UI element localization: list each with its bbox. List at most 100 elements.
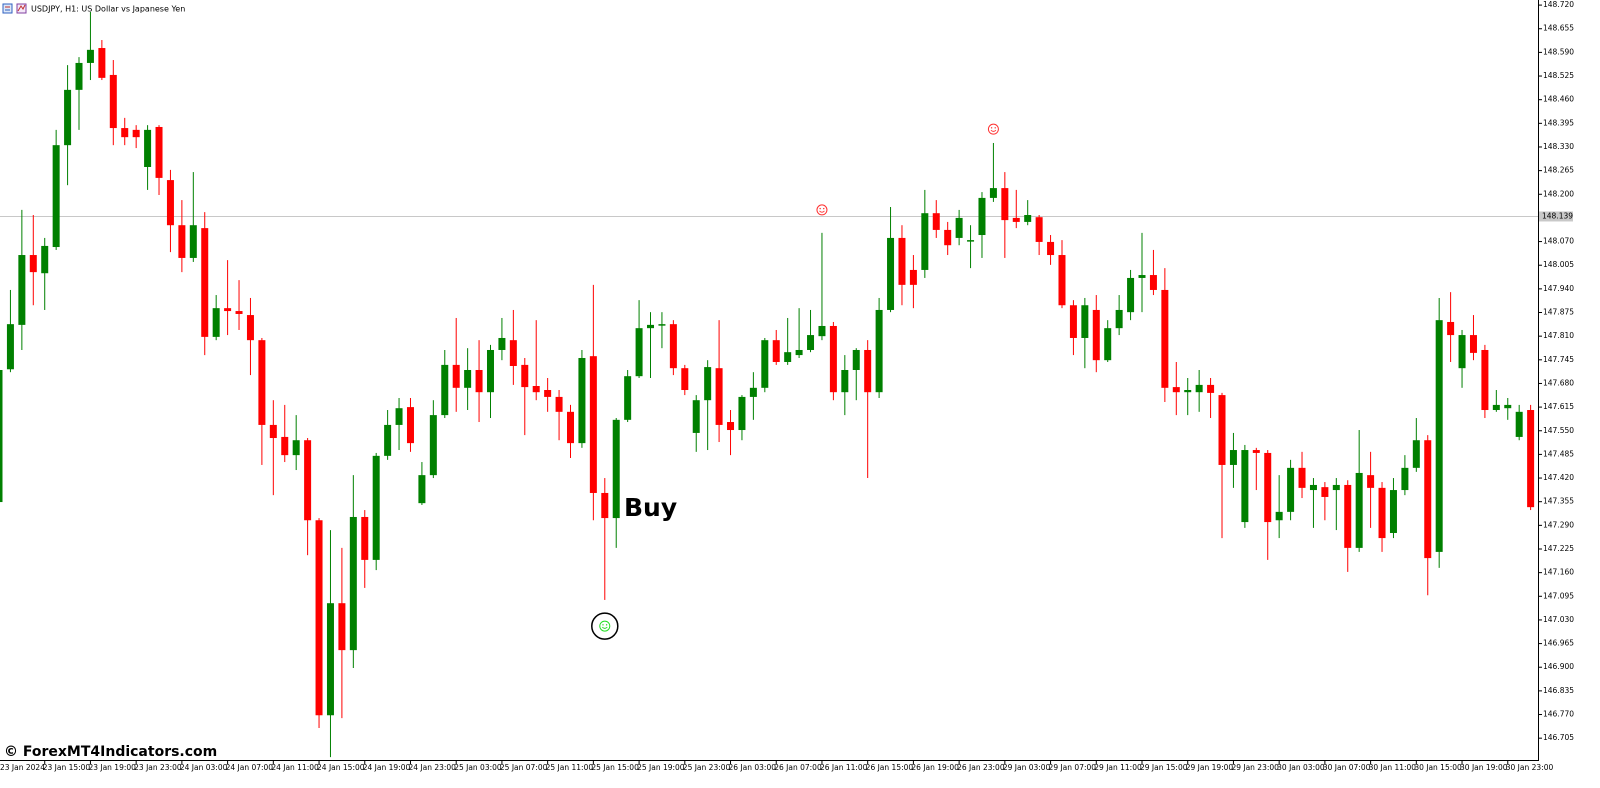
candle-body [601, 492, 609, 519]
candle-body [1149, 275, 1157, 290]
signal-mouth [819, 210, 825, 213]
x-tick-label: 30 Jan 11:00 [1369, 763, 1417, 772]
candle-body [909, 269, 917, 285]
candle-body [589, 356, 597, 493]
signal-eye [602, 624, 604, 626]
candle-body [738, 396, 746, 431]
candle-body [29, 255, 37, 273]
candle-body [898, 237, 906, 285]
candle-body [1058, 255, 1066, 306]
candle-body [486, 349, 494, 393]
y-tick-label: 147.225 [1543, 544, 1574, 553]
x-tick-label: 25 Jan 03:00 [454, 763, 502, 772]
y-tick-label: 147.615 [1543, 402, 1574, 411]
signal-mouth [990, 129, 997, 132]
annotation: Buy [624, 493, 677, 522]
candle-body [1332, 484, 1340, 491]
x-tick-label: 24 Jan 11:00 [271, 763, 319, 772]
candle-body [1001, 188, 1009, 221]
x-tick-label: 26 Jan 23:00 [957, 763, 1005, 772]
y-tick-label: 148.395 [1543, 118, 1574, 127]
candle-body [258, 340, 266, 425]
signal-eye [994, 127, 996, 129]
y-tick-label: 148.265 [1543, 166, 1574, 175]
candle-body [349, 516, 357, 651]
candle-body [1207, 384, 1215, 393]
candle-body [1412, 440, 1420, 468]
x-tick-label: 29 Jan 23:00 [1231, 763, 1279, 772]
signal-face [599, 620, 611, 632]
y-tick-label: 148.070 [1543, 237, 1574, 246]
x-tick-label: 24 Jan 07:00 [226, 763, 274, 772]
y-tick-label: 147.420 [1543, 473, 1574, 482]
candle-body [326, 603, 334, 716]
candle-body [932, 213, 940, 230]
candle-body [1252, 450, 1260, 453]
x-tick-label: 23 Jan 2024 [0, 763, 45, 772]
candle-body [567, 411, 574, 444]
x-tick-label: 26 Jan 03:00 [729, 763, 777, 772]
candle-body [1172, 387, 1180, 393]
x-tick-label: 24 Jan 19:00 [363, 763, 411, 772]
candle-body [1264, 452, 1272, 523]
candle-body [1161, 289, 1169, 388]
x-tick-label: 25 Jan 11:00 [546, 763, 594, 772]
candle-body [189, 225, 197, 258]
x-tick-label: 23 Jan 15:00 [43, 763, 91, 772]
candle-body [921, 213, 929, 270]
candle-body [887, 237, 895, 310]
x-tick-label: 29 Jan 19:00 [1186, 763, 1234, 772]
signal [591, 612, 619, 640]
y-tick-label: 147.875 [1543, 308, 1574, 317]
candle-body [978, 197, 986, 236]
y-tick-label: 146.900 [1543, 662, 1574, 671]
candle-body [1321, 487, 1329, 497]
candle-body [852, 349, 860, 370]
y-tick-label: 146.965 [1543, 639, 1574, 648]
x-tick-label: 30 Jan 15:00 [1414, 763, 1462, 772]
candle-body [555, 396, 563, 412]
candle-body [75, 62, 83, 90]
candle-body [224, 308, 232, 312]
candle-body [1241, 450, 1249, 523]
candle-body [475, 369, 483, 393]
x-tick-label: 30 Jan 07:00 [1323, 763, 1371, 772]
candle-body [361, 516, 369, 560]
x-tick-label: 29 Jan 15:00 [1140, 763, 1188, 772]
candle-body [681, 368, 689, 391]
candle-body [521, 364, 529, 388]
y-tick-label: 147.550 [1543, 426, 1574, 435]
icon [16, 3, 27, 14]
candle-body [1195, 384, 1203, 393]
candle-body [395, 408, 403, 425]
y-tick-label: 148.330 [1543, 142, 1574, 151]
candle-body [1047, 241, 1055, 256]
candle-body [246, 315, 254, 341]
candle-body [406, 407, 414, 444]
candle-body [1309, 484, 1317, 491]
candle-body [1298, 467, 1306, 488]
candle-body [1012, 217, 1020, 222]
y-tick-label: 146.835 [1543, 686, 1574, 695]
y-tick-label: 148.590 [1543, 47, 1574, 56]
y-tick-label: 147.485 [1543, 449, 1574, 458]
x-tick-label: 26 Jan 19:00 [911, 763, 959, 772]
x-tick-label: 24 Jan 15:00 [317, 763, 365, 772]
signal-mouth [601, 626, 608, 629]
candle-body [704, 367, 712, 401]
signal-eye [819, 207, 821, 210]
candle-body [1504, 404, 1512, 409]
candle-body [658, 324, 666, 326]
candle-body [1138, 275, 1146, 278]
candle-body [1424, 440, 1432, 559]
signal-eye [823, 207, 825, 210]
candle-body [955, 217, 963, 238]
candle-body [498, 337, 506, 350]
candle-body [1218, 395, 1226, 465]
candle-body [1401, 467, 1409, 491]
candle-body [1229, 450, 1237, 465]
signal [987, 123, 999, 135]
candle-body [944, 229, 952, 246]
x-tick-label: 29 Jan 03:00 [1003, 763, 1051, 772]
